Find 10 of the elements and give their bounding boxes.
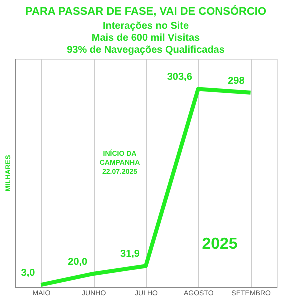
data-label: 31,9 [120, 249, 140, 260]
chart-title: PARA PASSAR DE FASE, VAI DE CONSÓRCIO [25, 5, 267, 18]
text: 93% de Navegações Qualificadas [67, 45, 225, 56]
data-label: 20,0 [68, 256, 88, 268]
text: Mais de 600 mil Visitas [92, 33, 200, 44]
text: Interações no Site [102, 21, 190, 32]
data-label: 303,6 [167, 72, 193, 84]
data-label: 3,0 [21, 268, 36, 280]
data-label: 298 [228, 76, 246, 87]
annotation: 2025 [202, 236, 238, 253]
